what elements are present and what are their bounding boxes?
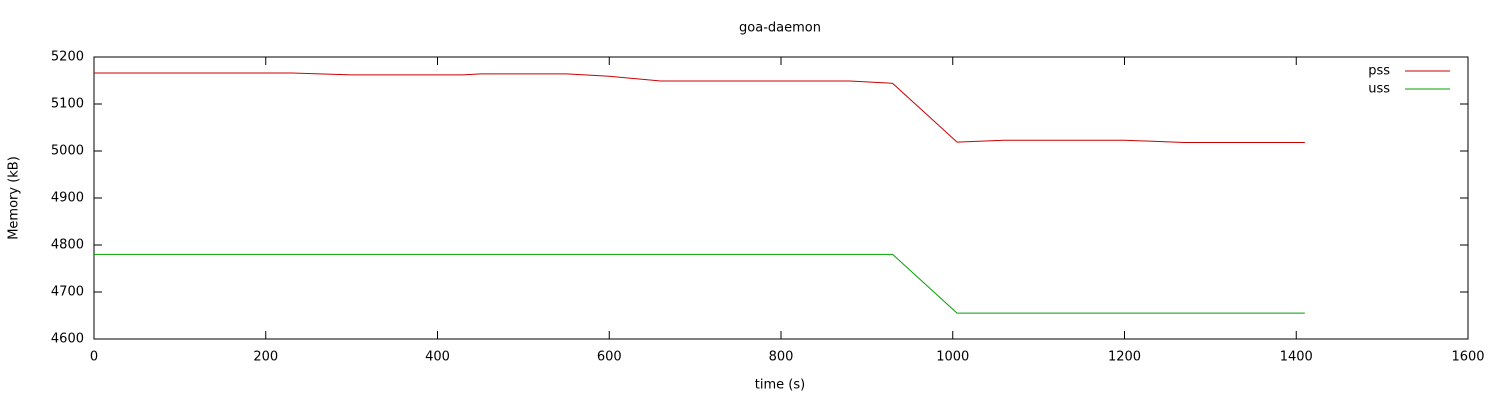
plot-border <box>93 56 1469 340</box>
legend-label: uss <box>1368 82 1390 97</box>
y-tick-label: 4900 <box>51 191 84 206</box>
chart-title: goa-daemon <box>739 21 821 36</box>
x-axis-label: time (s) <box>755 378 805 393</box>
x-tick-label: 200 <box>253 350 278 365</box>
x-tick-label: 400 <box>425 350 450 365</box>
y-tick-label: 5000 <box>51 144 84 159</box>
y-tick-label: 4700 <box>51 285 84 300</box>
x-tick-label: 800 <box>769 350 794 365</box>
x-tick-label: 600 <box>597 350 622 365</box>
line-series <box>94 253 1305 314</box>
y-tick-label: 4800 <box>51 238 84 253</box>
y-axis-label: Memory (kB) <box>7 156 22 240</box>
y-tick-label: 5100 <box>51 97 84 112</box>
y-tick-label: 5200 <box>51 50 84 65</box>
y-tick-label: 4600 <box>51 332 84 347</box>
x-tick-label: 1200 <box>1108 350 1141 365</box>
line-series <box>94 72 1305 144</box>
legend-label: pss <box>1368 64 1390 79</box>
x-tick-label: 1600 <box>1451 350 1484 365</box>
x-tick-label: 0 <box>90 350 98 365</box>
x-tick-label: 1400 <box>1280 350 1313 365</box>
x-tick-label: 1000 <box>936 350 969 365</box>
